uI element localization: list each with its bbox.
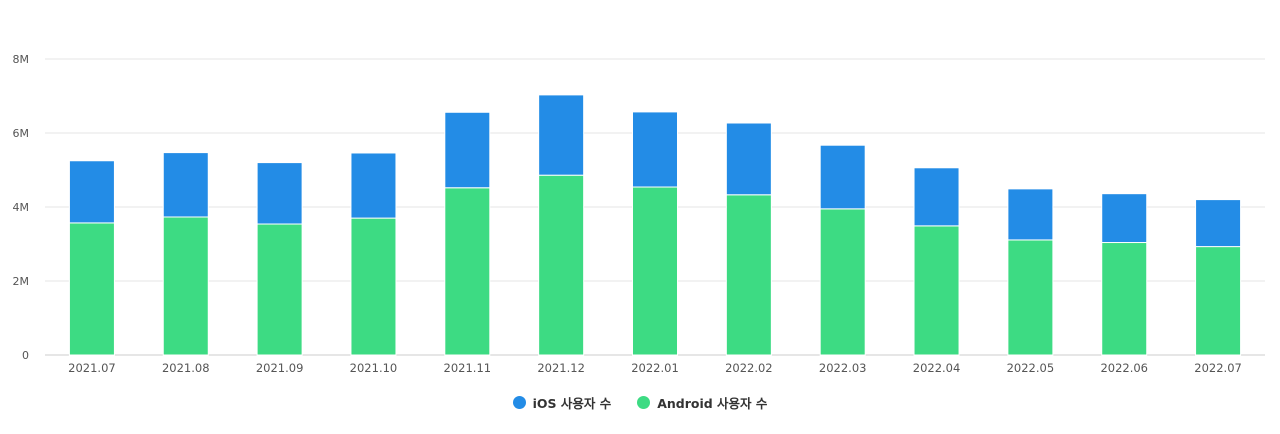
bar-ios-2022.04[interactable] xyxy=(913,167,960,227)
bar-android-2022.01[interactable] xyxy=(632,186,678,356)
bar-ios-2022.06[interactable] xyxy=(1101,193,1148,244)
legend-label-ios: iOS 사용자 수 xyxy=(532,395,612,411)
bar-ios-2021.08[interactable] xyxy=(162,152,209,218)
x-tick-label: 2021.08 xyxy=(162,361,210,375)
bar-android-2021.09[interactable] xyxy=(256,223,303,356)
bar-android-2021.08[interactable] xyxy=(162,216,209,356)
x-tick-label: 2022.03 xyxy=(819,361,867,375)
bar-ios-2022.01[interactable] xyxy=(632,111,678,188)
y-tick-label: 0 xyxy=(22,349,29,362)
y-tick-label: 6M xyxy=(13,127,30,140)
bar-android-2021.07[interactable] xyxy=(68,222,115,356)
bar-android-2022.04[interactable] xyxy=(913,225,960,356)
bar-ios-2022.03[interactable] xyxy=(819,144,866,210)
bar-ios-2022.05[interactable] xyxy=(1007,188,1054,241)
x-tick-label: 2021.12 xyxy=(537,361,585,375)
bar-android-2022.07[interactable] xyxy=(1195,246,1242,356)
x-tick-label: 2022.05 xyxy=(1007,361,1055,375)
bar-ios-2021.11[interactable] xyxy=(444,111,491,189)
y-tick-label: 4M xyxy=(13,201,30,214)
y-tick-label: 8M xyxy=(13,53,30,66)
bar-ios-2021.12[interactable] xyxy=(538,94,585,176)
legend-item-android[interactable]: Android 사용자 수 xyxy=(637,393,767,412)
bar-android-2022.02[interactable] xyxy=(725,194,772,356)
bars xyxy=(68,94,1242,356)
x-tick-label: 2022.07 xyxy=(1194,361,1242,375)
legend-item-ios[interactable]: iOS 사용자 수 xyxy=(512,393,612,412)
legend-swatch-android xyxy=(637,395,651,409)
x-tick-label: 2022.06 xyxy=(1100,361,1148,375)
bar-ios-2021.10[interactable] xyxy=(350,152,397,219)
x-tick-label: 2022.01 xyxy=(631,361,679,375)
bar-android-2022.06[interactable] xyxy=(1101,242,1148,356)
y-axis-ticks: 0 2M 4M 6M 8M xyxy=(13,53,30,362)
x-tick-label: 2021.10 xyxy=(350,361,398,375)
bar-android-2022.03[interactable] xyxy=(819,208,866,356)
bar-ios-2022.02[interactable] xyxy=(725,122,772,196)
legend-swatch-ios xyxy=(512,395,526,409)
x-axis-ticks: 2021.07 2021.08 2021.09 2021.10 2021.11 2021.… xyxy=(68,361,1242,375)
legend-label-android: Android 사용자 수 xyxy=(657,395,768,411)
x-tick-label: 2021.09 xyxy=(256,361,304,375)
bar-android-2021.10[interactable] xyxy=(350,217,397,356)
x-tick-label: 2022.04 xyxy=(913,361,961,375)
legend: iOS 사용자 수 Android 사용자 수 xyxy=(0,390,1280,414)
bar-ios-2021.09[interactable] xyxy=(256,162,303,225)
bar-android-2022.05[interactable] xyxy=(1007,239,1054,356)
x-tick-label: 2022.02 xyxy=(725,361,773,375)
bar-ios-2022.07[interactable] xyxy=(1195,199,1242,248)
bar-android-2021.11[interactable] xyxy=(444,187,491,356)
x-tick-label: 2021.07 xyxy=(68,361,116,375)
x-tick-label: 2021.11 xyxy=(444,361,492,375)
bar-android-2021.12[interactable] xyxy=(538,174,585,356)
bar-ios-2021.07[interactable] xyxy=(68,160,115,224)
y-tick-label: 2M xyxy=(13,275,30,288)
